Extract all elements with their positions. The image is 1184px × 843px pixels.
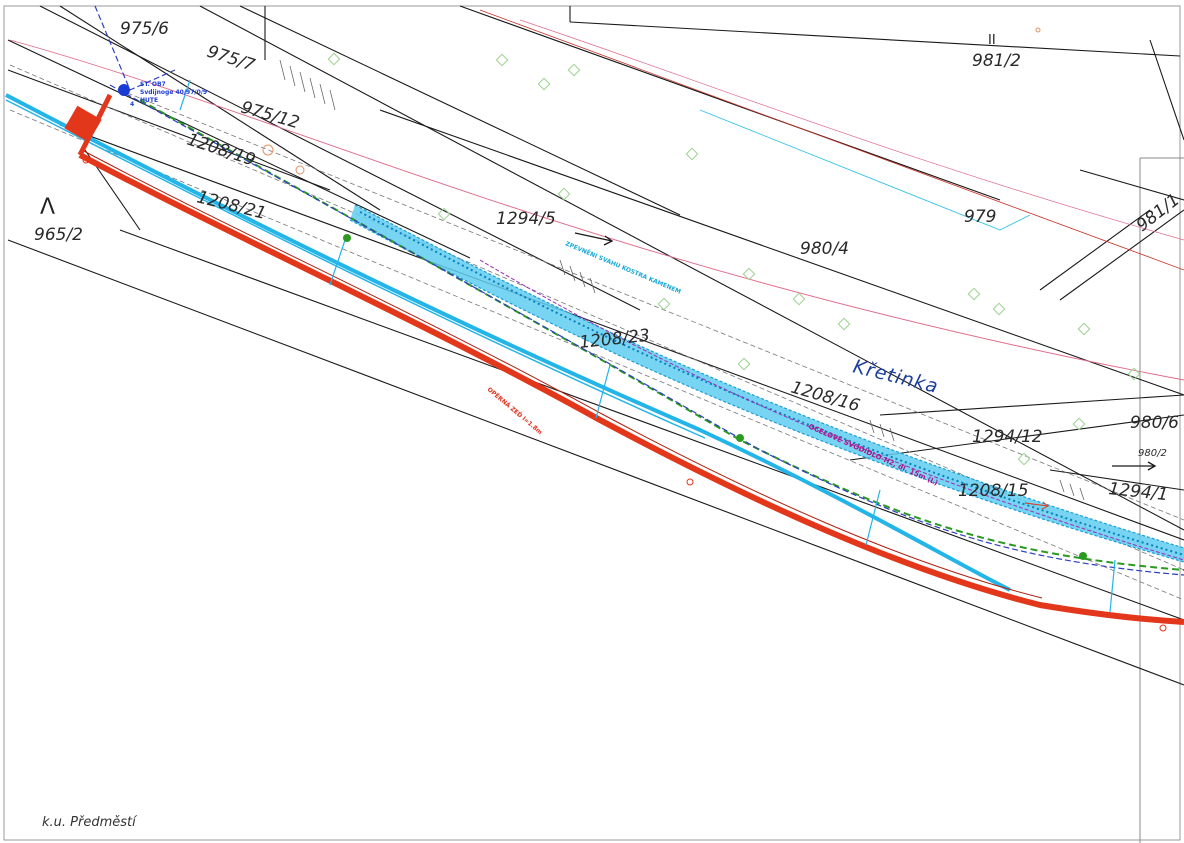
pink-line [9, 39, 1184, 381]
parcel-981-2: 981/2 [972, 51, 1021, 71]
red-points [82, 156, 1167, 632]
red-retaining-wall [78, 152, 1184, 625]
cadastral-area-label: k.u. Předměstí [42, 815, 138, 830]
blue-dashed-line [109, 84, 1184, 576]
watercourse-label: Křetinka [851, 356, 941, 398]
parcel-1208-15: 1208/15 [958, 481, 1029, 501]
magenta-line [479, 259, 1184, 561]
parcel-1294-5: 1294/5 [496, 209, 556, 229]
cyan-thin-line [699, 109, 1031, 231]
red-retaining-wall-inner [81, 149, 1043, 599]
red-flow-arrow [1024, 501, 1049, 510]
north-mark: Λ [40, 195, 55, 220]
red-thin-line [479, 9, 1184, 271]
parcel-980-2: 980/2 [1138, 448, 1167, 459]
cyan-bank-line-thin [5, 99, 706, 439]
green-dashed-line [139, 99, 1184, 571]
parcel-980-6: 980/6 [1130, 413, 1179, 433]
parcel-1294-1: 1294/1 [1107, 479, 1169, 505]
parcel-975-6: 975/6 [120, 19, 169, 39]
cross-profile-lines [179, 79, 1116, 613]
hatched-bank-marks [279, 59, 1085, 501]
stone-revetment-band [349, 204, 1184, 563]
parcel-1208-19: 1208/19 [184, 130, 257, 171]
parcel-975-7: 975/7 [204, 42, 257, 76]
blue-well-symbol: 4 [118, 84, 134, 108]
parcel-975-12: 975/12 [239, 98, 302, 134]
red-note: OPĚRNÁ ZEĎ l=1.8m [486, 385, 544, 436]
flow-arrows [574, 232, 1157, 471]
blue-note-3: HUTE [140, 97, 158, 104]
tree-symbols [327, 52, 1141, 466]
parcel-980-4: 980/4 [800, 239, 849, 259]
parcel-1208-16: 1208/16 [789, 378, 863, 417]
parcel-1294-12: 1294/12 [972, 427, 1043, 447]
blue-note-1: ST. OB7 [140, 81, 166, 88]
parcel-965-2: 965/2 [34, 225, 83, 245]
top-mark: II [988, 33, 996, 48]
svg-text:4: 4 [130, 101, 134, 108]
parcel-979: 979 [964, 207, 996, 227]
cyan-bank-line [5, 93, 1011, 592]
red-wall-left [64, 93, 113, 157]
orange-points [262, 27, 1041, 175]
pink-line-upper [519, 19, 1184, 241]
green-markers [343, 234, 1087, 560]
map-frame [3, 5, 1181, 841]
blue-note-2: Svdijnoge 40/97/0/9 [140, 89, 207, 96]
cadastral-boundaries [7, 5, 1184, 686]
cyan-note: ZPEVNĚNÍ SVAHU KOSTRA KAMENEM [564, 239, 682, 295]
